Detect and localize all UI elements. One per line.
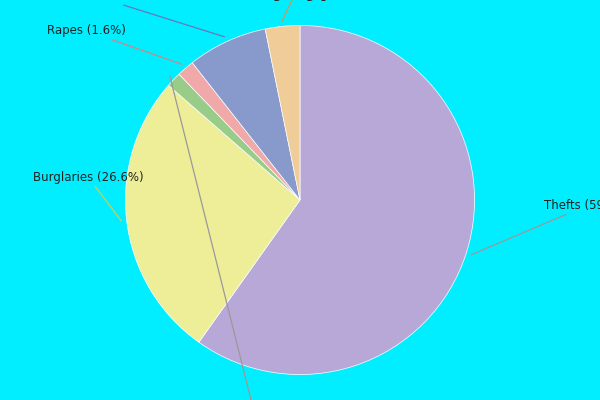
Text: Auto thefts (7.4%): Auto thefts (7.4%) — [40, 0, 224, 37]
Wedge shape — [179, 63, 300, 200]
Text: Burglaries (26.6%): Burglaries (26.6%) — [33, 171, 143, 221]
Text: Robberies (1.4%): Robberies (1.4%) — [170, 76, 307, 400]
Title: Crimes by type - 2016: Crimes by type - 2016 — [162, 0, 438, 1]
Wedge shape — [125, 85, 300, 342]
Text: Rapes (1.6%): Rapes (1.6%) — [47, 24, 182, 64]
Wedge shape — [199, 26, 475, 374]
Wedge shape — [192, 29, 300, 200]
Text: Assaults (3.2%): Assaults (3.2%) — [259, 0, 351, 21]
Wedge shape — [265, 26, 300, 200]
Wedge shape — [169, 74, 300, 200]
Text: Thefts (59.9%): Thefts (59.9%) — [471, 199, 600, 255]
